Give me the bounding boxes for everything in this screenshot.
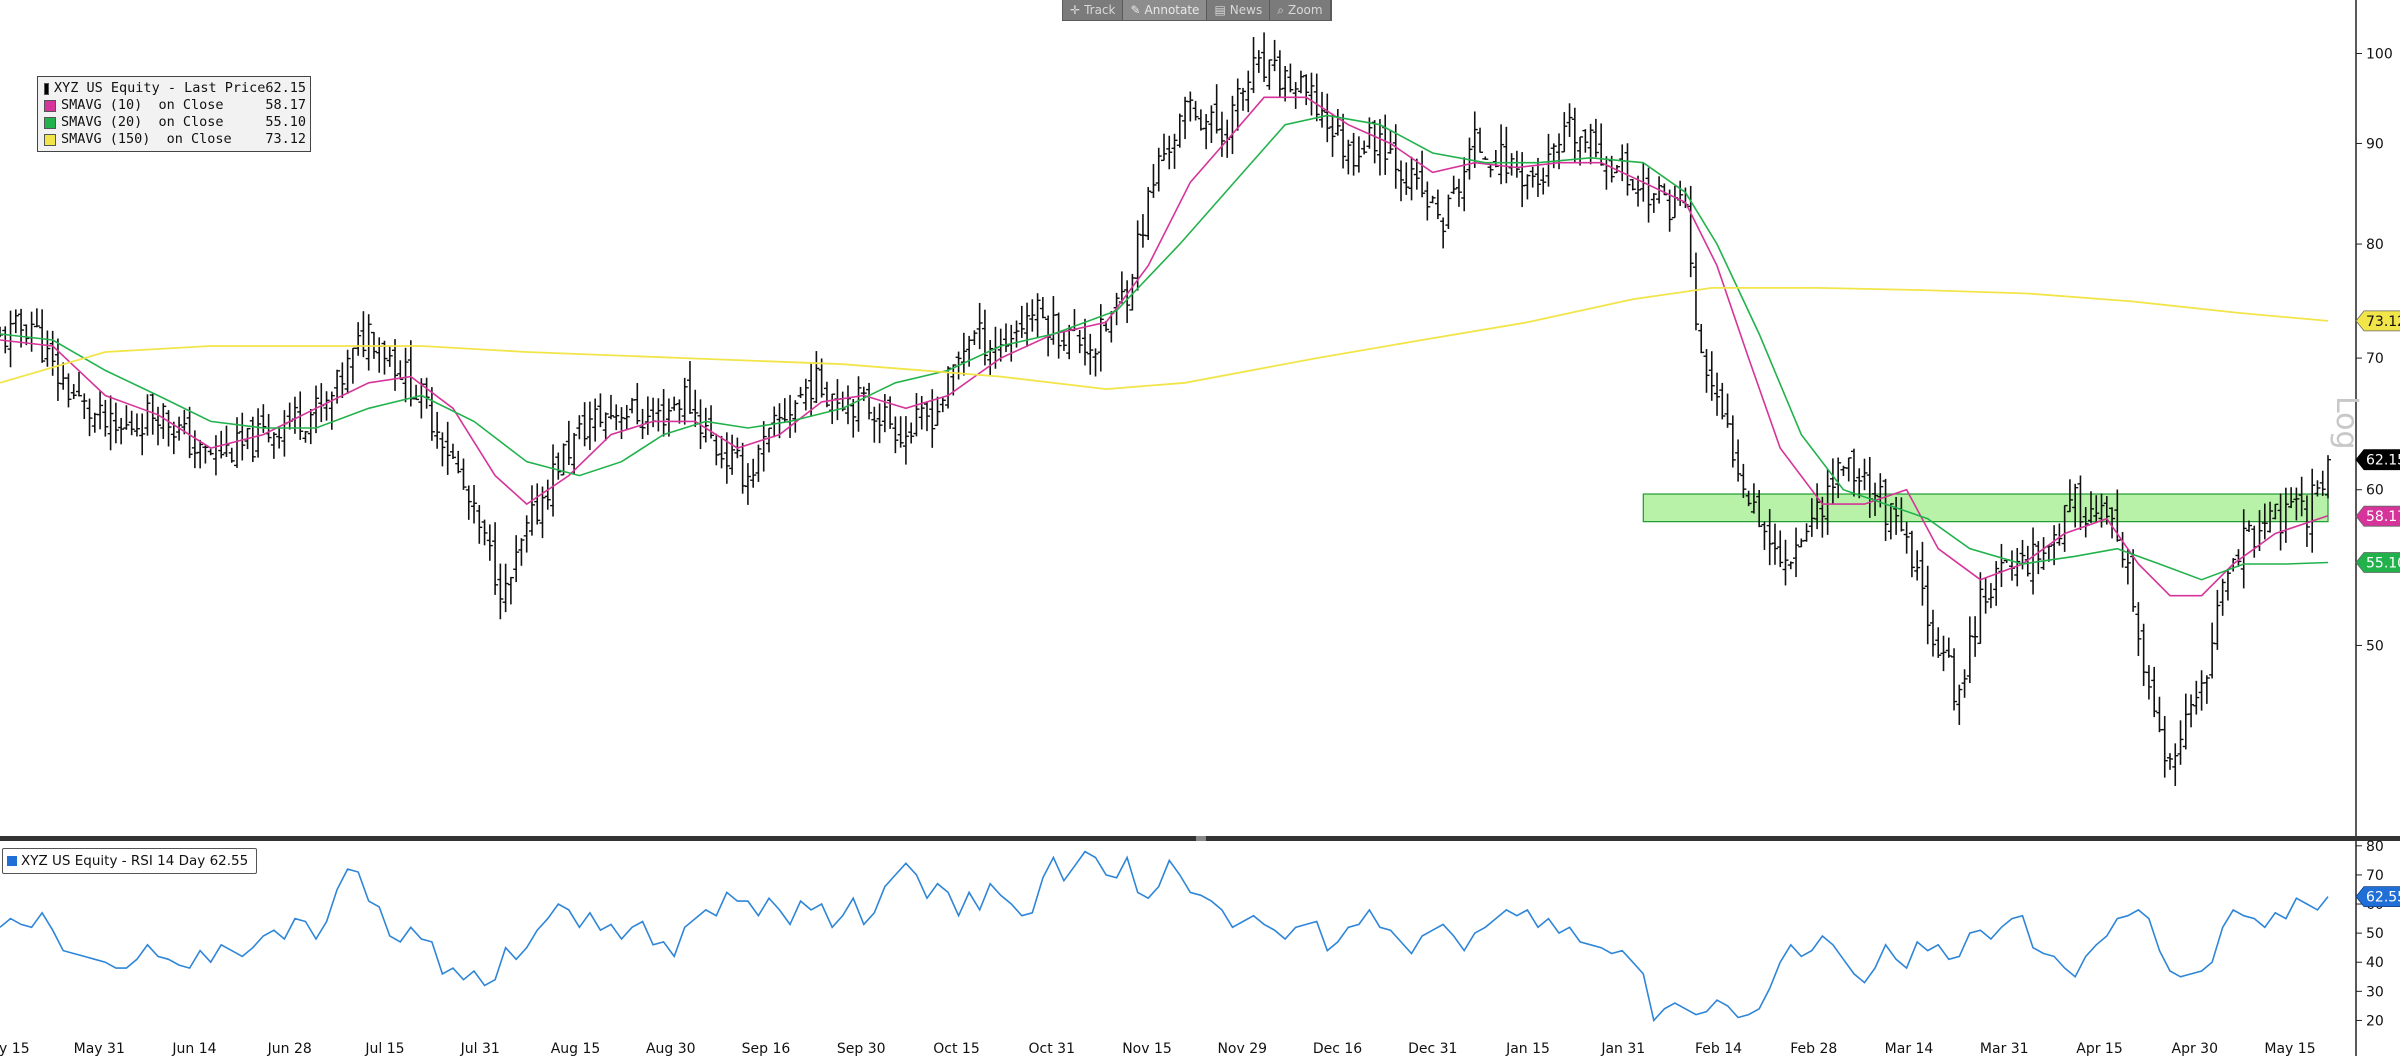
x-tick-label: Jul 15 xyxy=(364,1041,404,1056)
panel-splitter-handle xyxy=(1196,836,1206,841)
price-y-tick-label: 100 xyxy=(2366,46,2393,62)
last-value-tag-label: 55.10 xyxy=(2366,555,2400,571)
legend-swatch xyxy=(44,100,56,112)
support-band xyxy=(1642,493,2329,523)
x-tick-label: Dec 16 xyxy=(1313,1041,1362,1056)
last-value-tag-label: 73.12 xyxy=(2366,314,2400,330)
x-tick-label: Jun 14 xyxy=(171,1041,216,1056)
legend-swatch xyxy=(44,83,50,95)
x-tick-label: May 15 xyxy=(0,1041,30,1056)
x-tick-label: May 31 xyxy=(74,1041,125,1056)
x-tick-label: Jan 15 xyxy=(1505,1041,1550,1056)
x-tick-label: Oct 31 xyxy=(1029,1041,1075,1056)
log-scale-label[interactable]: Log xyxy=(2329,396,2364,450)
last-value-tag-label: 58.17 xyxy=(2366,509,2400,525)
legend-row-last-price: XYZ US Equity - Last Price 62.15 xyxy=(44,80,306,97)
rsi-last-value-label: 62.55 xyxy=(2366,890,2400,906)
rsi-y-tick-label: 70 xyxy=(2366,868,2384,884)
x-tick-label: Sep 30 xyxy=(837,1041,886,1056)
last-value-tag xyxy=(2355,552,2400,573)
x-tick-label: Oct 15 xyxy=(933,1041,979,1056)
x-tick-label: Nov 15 xyxy=(1122,1041,1172,1056)
price-legend[interactable]: XYZ US Equity - Last Price 62.15 SMAVG (1… xyxy=(37,76,311,152)
crosshair-icon: ✛ xyxy=(1070,3,1081,17)
support-band-rect xyxy=(1642,493,2329,523)
rsi-legend[interactable]: XYZ US Equity - RSI 14 Day 62.55 xyxy=(2,848,258,874)
chart-toolbar: ✛ Track ✎ Annotate ▤ News ⌕ Zoom xyxy=(1062,0,1332,21)
track-button[interactable]: ✛ Track xyxy=(1063,0,1124,20)
x-tick-label: Aug 30 xyxy=(646,1041,696,1056)
x-tick-label: Dec 31 xyxy=(1408,1041,1457,1056)
zoom-button[interactable]: ⌕ Zoom xyxy=(1270,0,1331,20)
last-value-tag-label: 62.15 xyxy=(2366,453,2400,469)
price-y-tick-label: 60 xyxy=(2366,483,2384,499)
last-value-tag xyxy=(2355,449,2400,471)
rsi-y-tick-label: 50 xyxy=(2366,926,2384,942)
news-button[interactable]: ▤ News xyxy=(1207,0,1271,20)
price-bars xyxy=(0,32,2331,786)
x-tick-label: Nov 29 xyxy=(1217,1041,1267,1056)
annotate-button[interactable]: ✎ Annotate xyxy=(1123,0,1208,20)
rsi-line xyxy=(0,850,2329,1023)
rsi-y-tick-label: 20 xyxy=(2366,1013,2384,1029)
news-icon: ▤ xyxy=(1214,3,1226,17)
price-y-tick-label: 80 xyxy=(2366,237,2384,253)
x-tick-label: Apr 15 xyxy=(2076,1041,2122,1056)
legend-swatch xyxy=(44,134,56,146)
legend-swatch xyxy=(44,117,56,129)
legend-row-smavg-20: SMAVG (20) on Close 55.10 xyxy=(44,114,306,131)
price-y-tick-label: 50 xyxy=(2366,638,2384,654)
x-tick-label: Jan 31 xyxy=(1600,1041,1645,1056)
price-y-tick-label: 70 xyxy=(2366,351,2384,367)
rsi-last-value-tag xyxy=(2355,886,2400,908)
legend-row-smavg-150: SMAVG (150) on Close 73.12 xyxy=(44,131,306,148)
x-tick-label: Feb 14 xyxy=(1695,1041,1742,1056)
price-y-tick-label: 90 xyxy=(2366,136,2384,152)
x-tick-label: Mar 14 xyxy=(1885,1041,1934,1056)
x-tick-label: May 15 xyxy=(2264,1041,2315,1056)
smavg-10-line xyxy=(0,96,2329,597)
x-tick-label: Jul 31 xyxy=(460,1041,500,1056)
x-tick-label: Feb 28 xyxy=(1790,1041,1837,1056)
magnifier-icon: ⌕ xyxy=(1277,3,1284,17)
rsi-y-tick-label: 80 xyxy=(2366,839,2384,855)
rsi-y-tick-label: 30 xyxy=(2366,984,2384,1000)
legend-row-smavg-10: SMAVG (10) on Close 58.17 xyxy=(44,97,306,114)
last-value-tag xyxy=(2355,310,2400,332)
legend-swatch xyxy=(7,856,17,866)
smavg-20-line xyxy=(0,114,2329,581)
x-tick-label: Mar 31 xyxy=(1980,1041,2029,1056)
rsi-y-tick-label: 40 xyxy=(2366,955,2384,971)
x-tick-label: Apr 30 xyxy=(2172,1041,2218,1056)
x-tick-label: Sep 16 xyxy=(742,1041,791,1056)
x-tick-label: Jun 28 xyxy=(267,1041,312,1056)
last-value-tag xyxy=(2355,505,2400,527)
smavg-150-line xyxy=(0,287,2329,391)
pencil-icon: ✎ xyxy=(1130,3,1141,17)
x-tick-label: Aug 15 xyxy=(551,1041,601,1056)
